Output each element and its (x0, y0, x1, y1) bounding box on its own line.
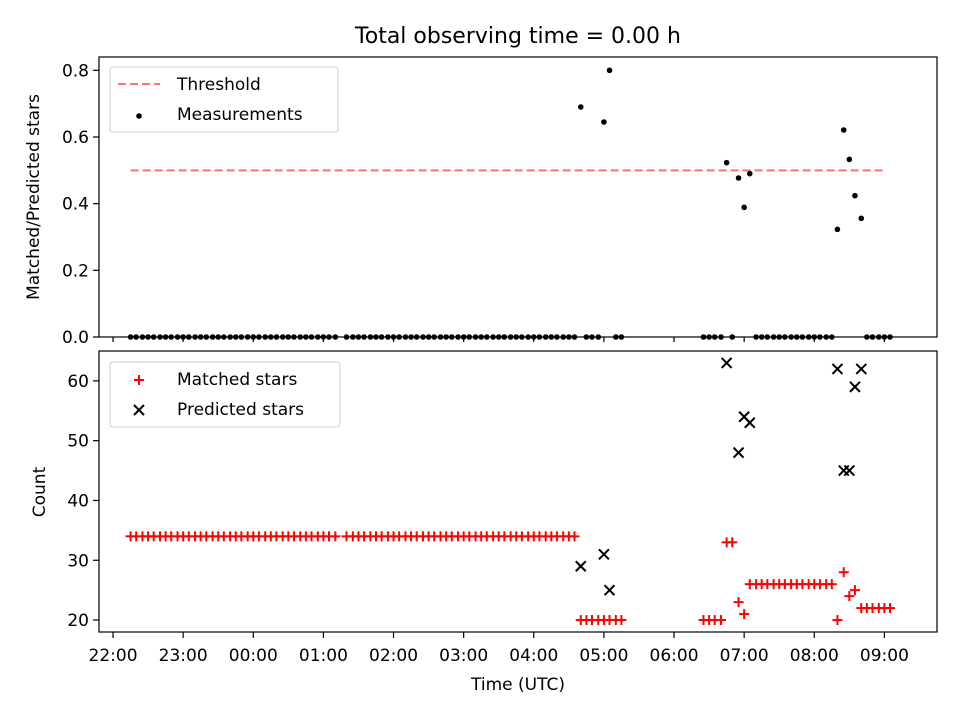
bottom-plot-frame (98, 350, 938, 633)
x-tick-label: 04:00 (509, 646, 558, 666)
predicted-star-point (849, 381, 861, 393)
measurement-point (746, 170, 753, 177)
matched-points (125, 531, 896, 626)
predicted-star-point (598, 548, 610, 560)
predicted-star-point (843, 464, 856, 477)
measurement-point (601, 119, 607, 125)
matched-star-point (849, 585, 860, 596)
measurement-point (741, 204, 747, 211)
legend-matched-label: Matched stars (177, 370, 297, 390)
x-tick-label: 05:00 (579, 646, 628, 666)
bottom-legend-box (109, 361, 341, 428)
bottom-y-tick-label: 20 (67, 611, 89, 631)
top-plot-frame (98, 56, 938, 338)
matched-star-point (826, 579, 837, 590)
bottom-y-tick-label: 40 (67, 491, 89, 511)
top-y-tick-label: 0.6 (62, 128, 89, 148)
bottom-legend: Matched stars Predicted stars (109, 361, 341, 428)
top-y-tick-label: 0.0 (62, 328, 89, 348)
top-legend: Threshold Measurements (109, 66, 339, 133)
measurement-point (858, 215, 865, 222)
matched-star-point (616, 615, 627, 626)
predicted-star-point (855, 363, 867, 375)
matched-star-point (844, 591, 855, 602)
x-tick-label: 06:00 (650, 646, 699, 666)
legend-measurements-marker (136, 113, 142, 119)
matched-star-point (733, 597, 744, 608)
matched-star-point (330, 531, 341, 542)
x-tick-label: 07:00 (720, 646, 769, 666)
predicted-star-point (732, 446, 745, 459)
top-legend-box (109, 66, 339, 133)
measurement-point (846, 156, 853, 163)
predicted-points (575, 357, 867, 596)
x-tick-label: 01:00 (299, 646, 348, 666)
x-tick-label: 09:00 (860, 646, 909, 666)
matched-star-point (838, 567, 849, 578)
legend-threshold-label: Threshold (176, 75, 261, 95)
bottom-y-tick-label: 50 (67, 432, 89, 452)
x-tick-label: 02:00 (369, 646, 418, 666)
x-axis-label: Time (UTC) (470, 675, 565, 695)
measurement-point (723, 159, 730, 166)
legend-measurements-label: Measurements (177, 105, 303, 125)
top-y-tick-label: 0.4 (62, 195, 89, 215)
matched-star-point (885, 603, 896, 614)
top-y-tick-label: 0.8 (62, 61, 89, 81)
bottom-y-tick-label: 30 (67, 551, 89, 571)
predicted-star-point (831, 363, 844, 375)
predicted-star-point (575, 560, 587, 572)
x-tick-label: 03:00 (439, 646, 488, 666)
measurement-point (577, 104, 584, 110)
matched-star-point (727, 537, 738, 548)
measurement-point (852, 192, 858, 199)
top-y-ticks: 0.0 0.2 0.4 0.6 0.8 (62, 61, 99, 348)
legend-matched-marker (134, 375, 144, 385)
predicted-star-point (720, 357, 733, 369)
bottom-y-axis-label: Count (30, 466, 50, 517)
matched-star-point (832, 615, 843, 626)
predicted-star-point (603, 584, 616, 596)
measurement-point (606, 67, 613, 74)
measurement-point (735, 175, 742, 181)
bottom-x-ticks: 22:00 23:00 00:00 01:00 02:00 03:00 04:00 05:00… (89, 632, 909, 666)
figure-title: Total observing time = 0.00 h (354, 24, 681, 49)
matched-star-point (716, 615, 727, 626)
measurement-point (834, 226, 841, 233)
legend-predicted-label: Predicted stars (177, 400, 304, 420)
measurement-point (840, 127, 847, 133)
top-panel: 0.00.20.40.60.8 Matched/Predicted stars … (24, 56, 938, 348)
bottom-y-tick-label: 60 (67, 372, 89, 392)
x-tick-label: 23:00 (159, 646, 208, 666)
x-tick-label: 00:00 (229, 646, 278, 666)
x-tick-label: 08:00 (790, 646, 839, 666)
matched-star-point (739, 609, 750, 620)
x-tick-label: 22:00 (89, 646, 138, 666)
top-y-tick-label: 0.2 (62, 261, 89, 281)
bottom-y-ticks: 20 30 40 50 60 (67, 372, 99, 631)
matched-star-point (569, 531, 580, 542)
predicted-star-point (744, 417, 756, 429)
top-y-axis-label: Matched/Predicted stars (24, 94, 44, 300)
legend-predicted-marker (133, 404, 145, 416)
bottom-panel: 20 30 40 50 60 22:00 23:00 00:00 01:00 02:00 03:0… (30, 350, 938, 695)
